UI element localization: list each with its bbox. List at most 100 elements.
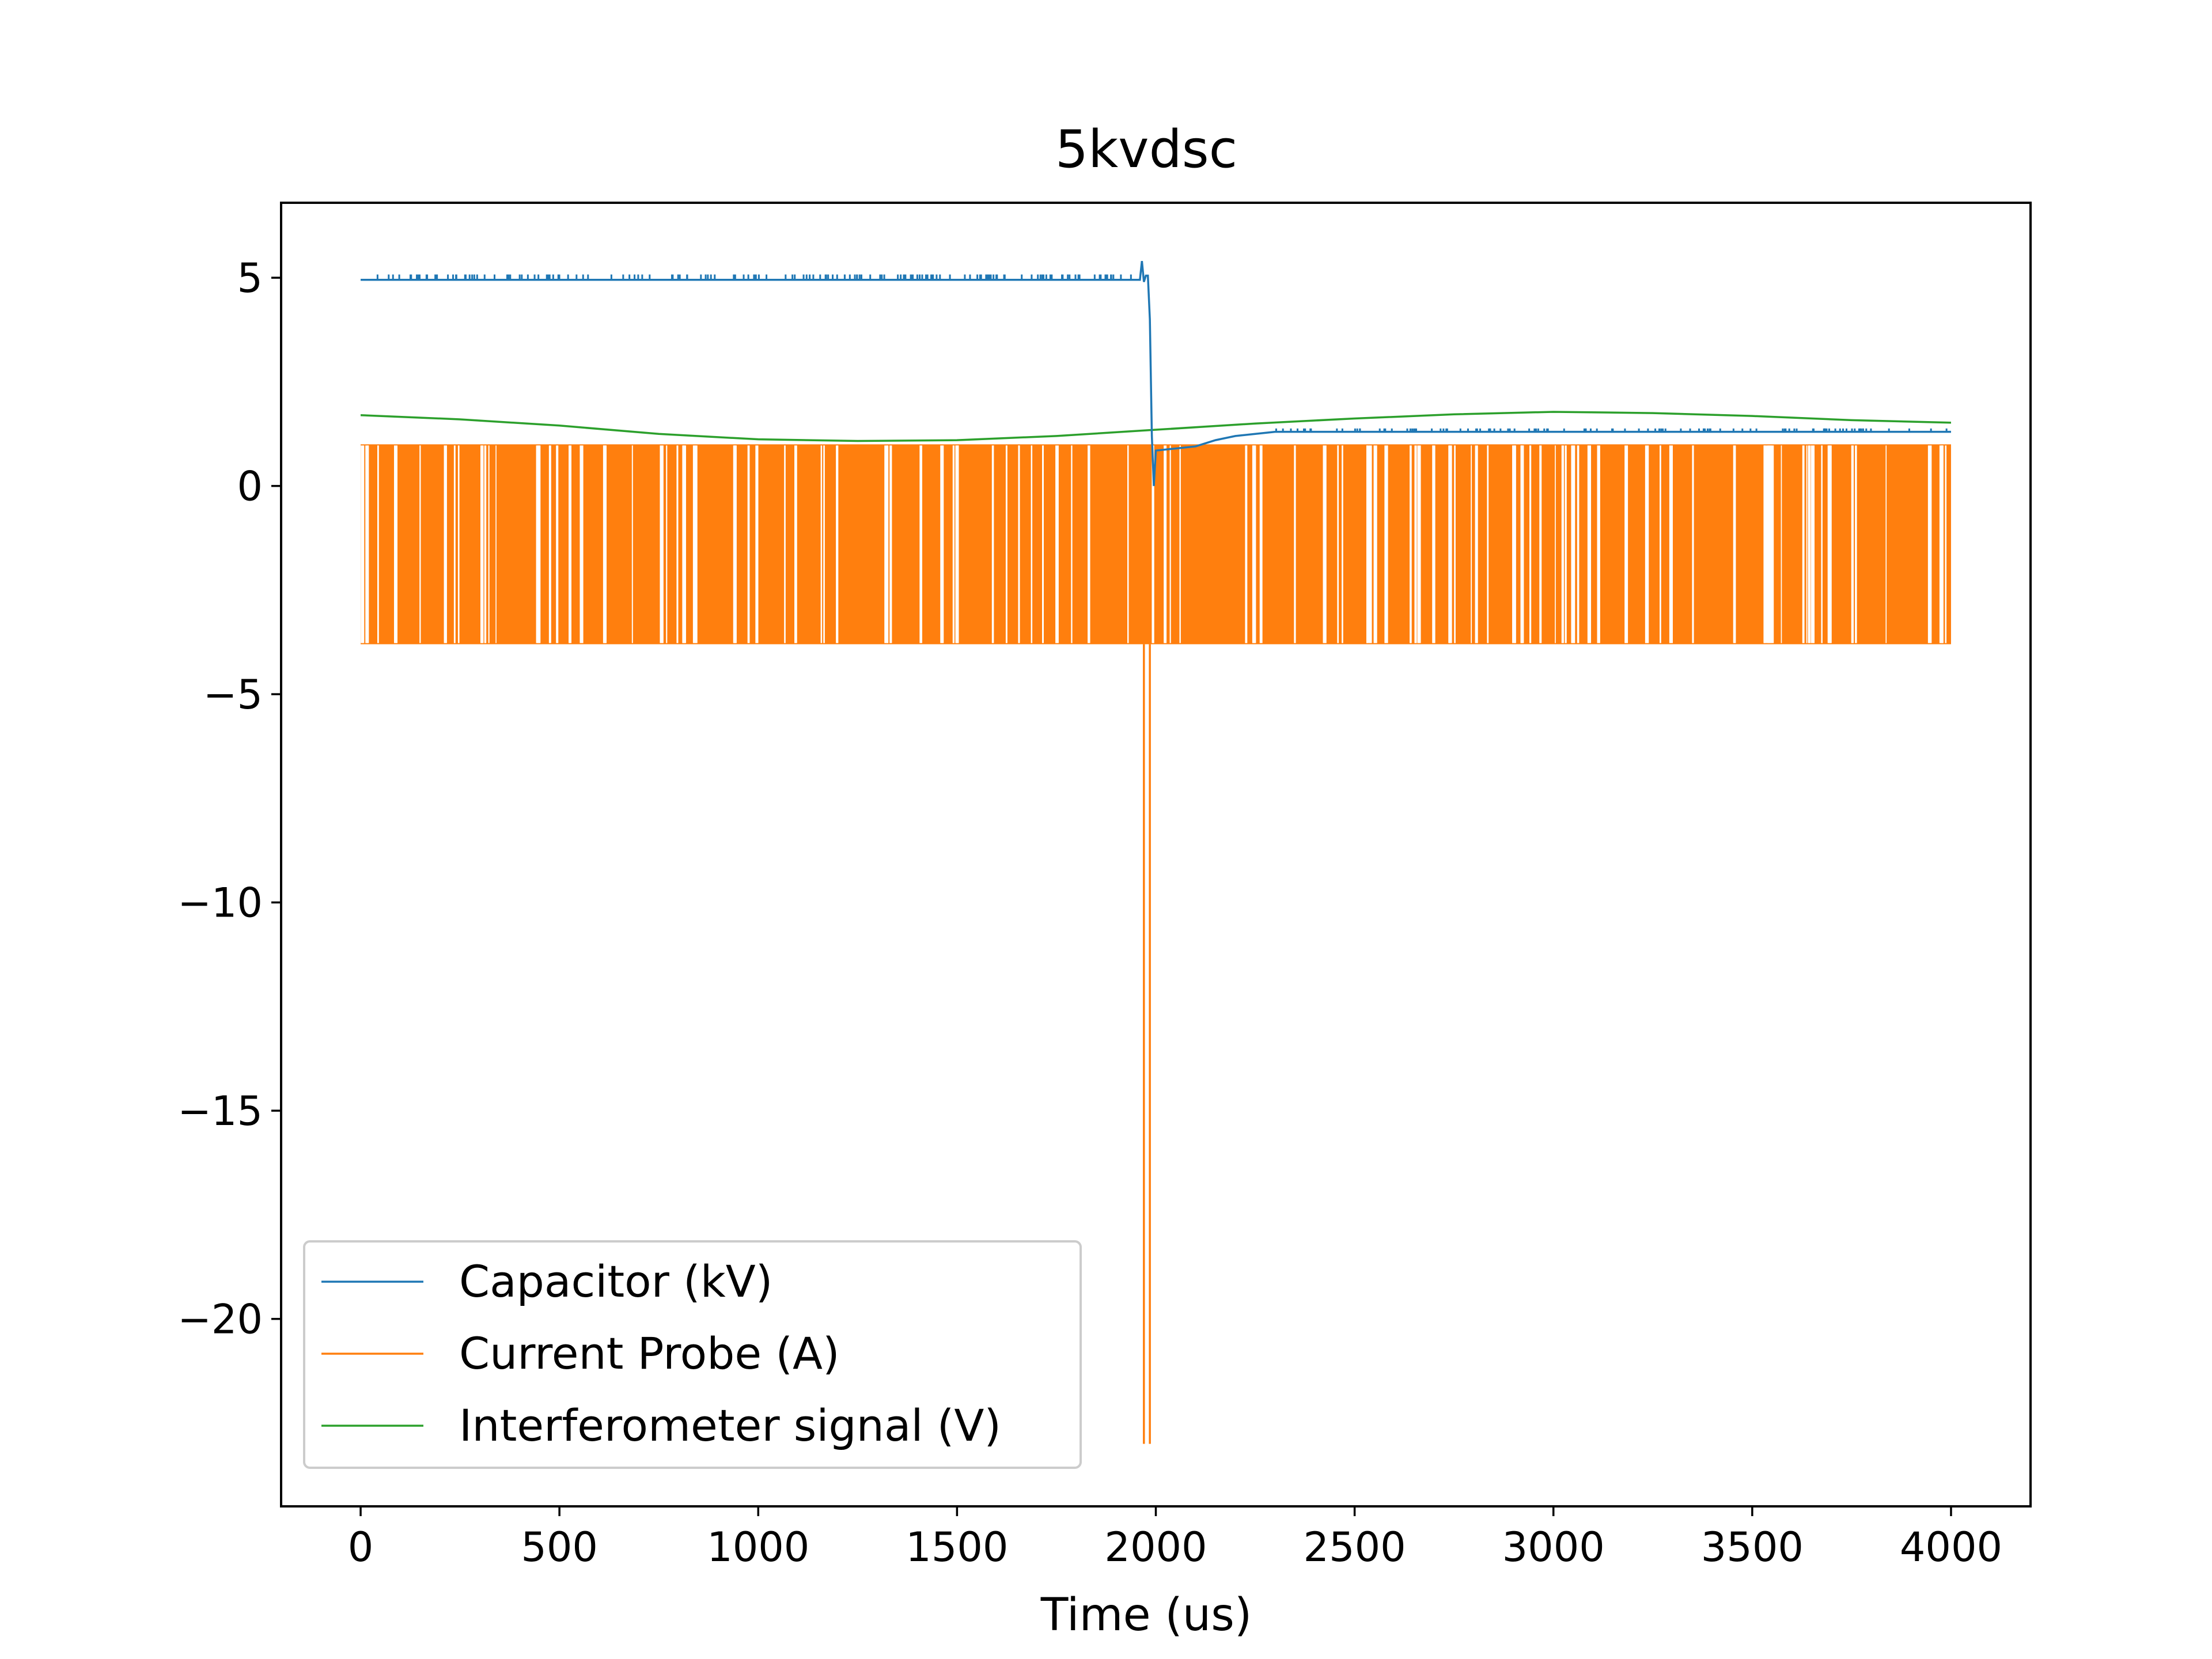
- current-probe-gap: [1555, 445, 1556, 643]
- current-probe-gap: [1733, 445, 1736, 643]
- y-tick-label: −5: [203, 671, 263, 718]
- current-probe-gap: [1597, 445, 1600, 643]
- current-probe-gap: [1042, 445, 1044, 643]
- y-tick-label: −10: [177, 880, 263, 927]
- current-probe-gap: [660, 445, 664, 643]
- legend-label-current-probe: Current Probe (A): [459, 1328, 840, 1379]
- x-tick-label: 0: [348, 1524, 374, 1571]
- y-tick-label: 5: [237, 255, 263, 302]
- current-probe-gap: [1781, 445, 1782, 643]
- current-probe-gap: [1821, 445, 1823, 643]
- current-probe-gap: [377, 445, 379, 643]
- capacitor-line: [361, 261, 1951, 486]
- current-probe-gap: [1253, 445, 1256, 643]
- current-probe-gap: [1410, 445, 1412, 643]
- current-probe-gap: [1005, 445, 1007, 643]
- legend-box: [303, 1240, 1082, 1469]
- current-probe-gap: [1941, 445, 1944, 643]
- current-probe-gap: [1941, 445, 1942, 643]
- current-probe-gap: [365, 445, 369, 643]
- x-tick-label: 500: [521, 1524, 598, 1571]
- series-capacitor: [361, 261, 1951, 486]
- current-probe-gap: [784, 445, 786, 643]
- current-probe-gap: [1487, 445, 1489, 643]
- current-probe-gap: [1539, 445, 1542, 643]
- series-interferometer: [360, 411, 1951, 442]
- legend-label-capacitor: Capacitor (kV): [459, 1256, 772, 1307]
- current-probe-gap: [453, 445, 456, 643]
- y-axis: 5 0 −5 −10 −15 −20: [177, 255, 281, 1343]
- current-probe-gap: [1577, 445, 1580, 643]
- current-probe-gap: [676, 445, 679, 643]
- current-probe-gap: [695, 445, 698, 643]
- legend-entry-current-probe: Current Probe (A): [321, 1328, 840, 1379]
- current-probe-gap: [1851, 445, 1854, 643]
- legend-entry-interferometer: Interferometer signal (V): [321, 1400, 1001, 1451]
- y-tick-label: −15: [177, 1088, 263, 1135]
- current-probe-gap: [367, 445, 369, 643]
- current-probe-gap: [755, 445, 759, 643]
- current-probe-gap: [1587, 445, 1592, 643]
- current-probe-gap: [991, 445, 994, 643]
- current-probe-gap: [361, 445, 365, 643]
- current-probe-gap: [1252, 445, 1255, 643]
- current-probe-gap: [444, 445, 447, 643]
- current-probe-gap: [1449, 445, 1452, 643]
- current-probe-gap: [1259, 445, 1263, 643]
- current-probe-gap: [1417, 445, 1421, 643]
- current-probe-gap: [1624, 445, 1628, 643]
- current-probe-gap: [1169, 445, 1171, 643]
- plot-area: [360, 261, 1951, 1444]
- current-probe-gap: [1828, 445, 1832, 643]
- current-probe-gap: [1164, 445, 1167, 643]
- current-probe-gap: [394, 445, 398, 643]
- current-probe-gap: [1342, 445, 1343, 643]
- legend: Capacitor (kV) Current Probe (A) Interfe…: [303, 1240, 1082, 1469]
- current-probe-gap: [666, 445, 668, 643]
- current-probe-gap: [1806, 445, 1808, 643]
- legend-label-interferometer: Interferometer signal (V): [459, 1400, 1001, 1451]
- current-probe-gap: [1369, 445, 1372, 643]
- current-probe-gap: [1565, 445, 1567, 643]
- current-probe-gap: [548, 445, 551, 643]
- current-probe-gap: [603, 445, 607, 643]
- current-probe-gap: [1561, 445, 1564, 643]
- x-axis: 0 500 1000 1500 2000 2500 3000 3500 4000: [348, 1506, 2002, 1571]
- legend-entry-capacitor: Capacitor (kV): [321, 1256, 772, 1307]
- current-probe-gap: [1294, 445, 1296, 643]
- current-probe-gap: [1152, 445, 1154, 643]
- current-probe-gap: [1645, 445, 1649, 643]
- current-probe-band: [361, 444, 1951, 645]
- current-probe-gap: [1520, 445, 1524, 643]
- current-probe-gap: [1454, 445, 1456, 643]
- current-probe-gap: [480, 445, 484, 643]
- current-probe-gap: [1855, 445, 1857, 643]
- x-tick-label: 3500: [1701, 1524, 1804, 1571]
- x-axis-label: Time (us): [1040, 1589, 1252, 1641]
- x-tick-label: 2500: [1304, 1524, 1406, 1571]
- series-current-probe: [361, 444, 1951, 1444]
- y-tick-label: −20: [177, 1296, 263, 1343]
- current-probe-gap: [1387, 445, 1388, 643]
- current-probe-gap: [1765, 445, 1769, 643]
- current-probe-gap: [919, 445, 922, 643]
- current-probe-gap: [1337, 445, 1339, 643]
- current-probe-gap: [536, 445, 540, 643]
- current-probe-gap: [1571, 445, 1573, 643]
- current-probe-gap: [419, 445, 421, 643]
- current-probe-gap: [1512, 445, 1516, 643]
- current-probe-gap: [1384, 445, 1387, 643]
- current-probe-gap: [1768, 445, 1772, 643]
- current-probe-gap: [457, 445, 460, 643]
- current-probe-gap: [886, 445, 889, 643]
- current-probe-gap: [1373, 445, 1377, 643]
- current-probe-gap: [1660, 445, 1661, 643]
- current-probe-gap: [889, 445, 892, 643]
- current-probe-gap: [1669, 445, 1673, 643]
- current-probe-gap: [1448, 445, 1451, 643]
- current-probe-gap: [820, 445, 823, 643]
- x-tick-label: 2000: [1104, 1524, 1207, 1571]
- current-probe-gap: [1808, 445, 1811, 643]
- current-probe-gap: [747, 445, 750, 643]
